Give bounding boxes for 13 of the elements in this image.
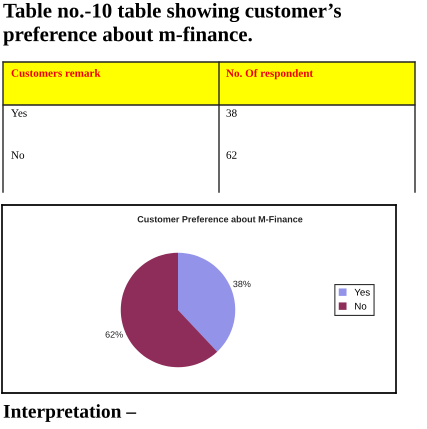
text: 62 <box>226 151 236 159</box>
category-label: Yes <box>11 109 27 117</box>
category-label: No <box>11 151 24 159</box>
text: 38 <box>226 109 237 117</box>
data-label: 62% <box>106 331 123 338</box>
text: Interpretation – <box>4 404 136 422</box>
text: No. Of respondent <box>226 69 314 80</box>
chart-subtitle: Customer Preference about M-Finance <box>138 216 302 222</box>
data-label: 38% <box>233 280 251 288</box>
legend-label: Yes <box>354 288 370 296</box>
text: Customers remark <box>12 69 101 77</box>
legend-label: No <box>355 302 366 310</box>
chart-title: Table no.-10 table showing customer’s preference about m-finance. <box>3 3 342 46</box>
